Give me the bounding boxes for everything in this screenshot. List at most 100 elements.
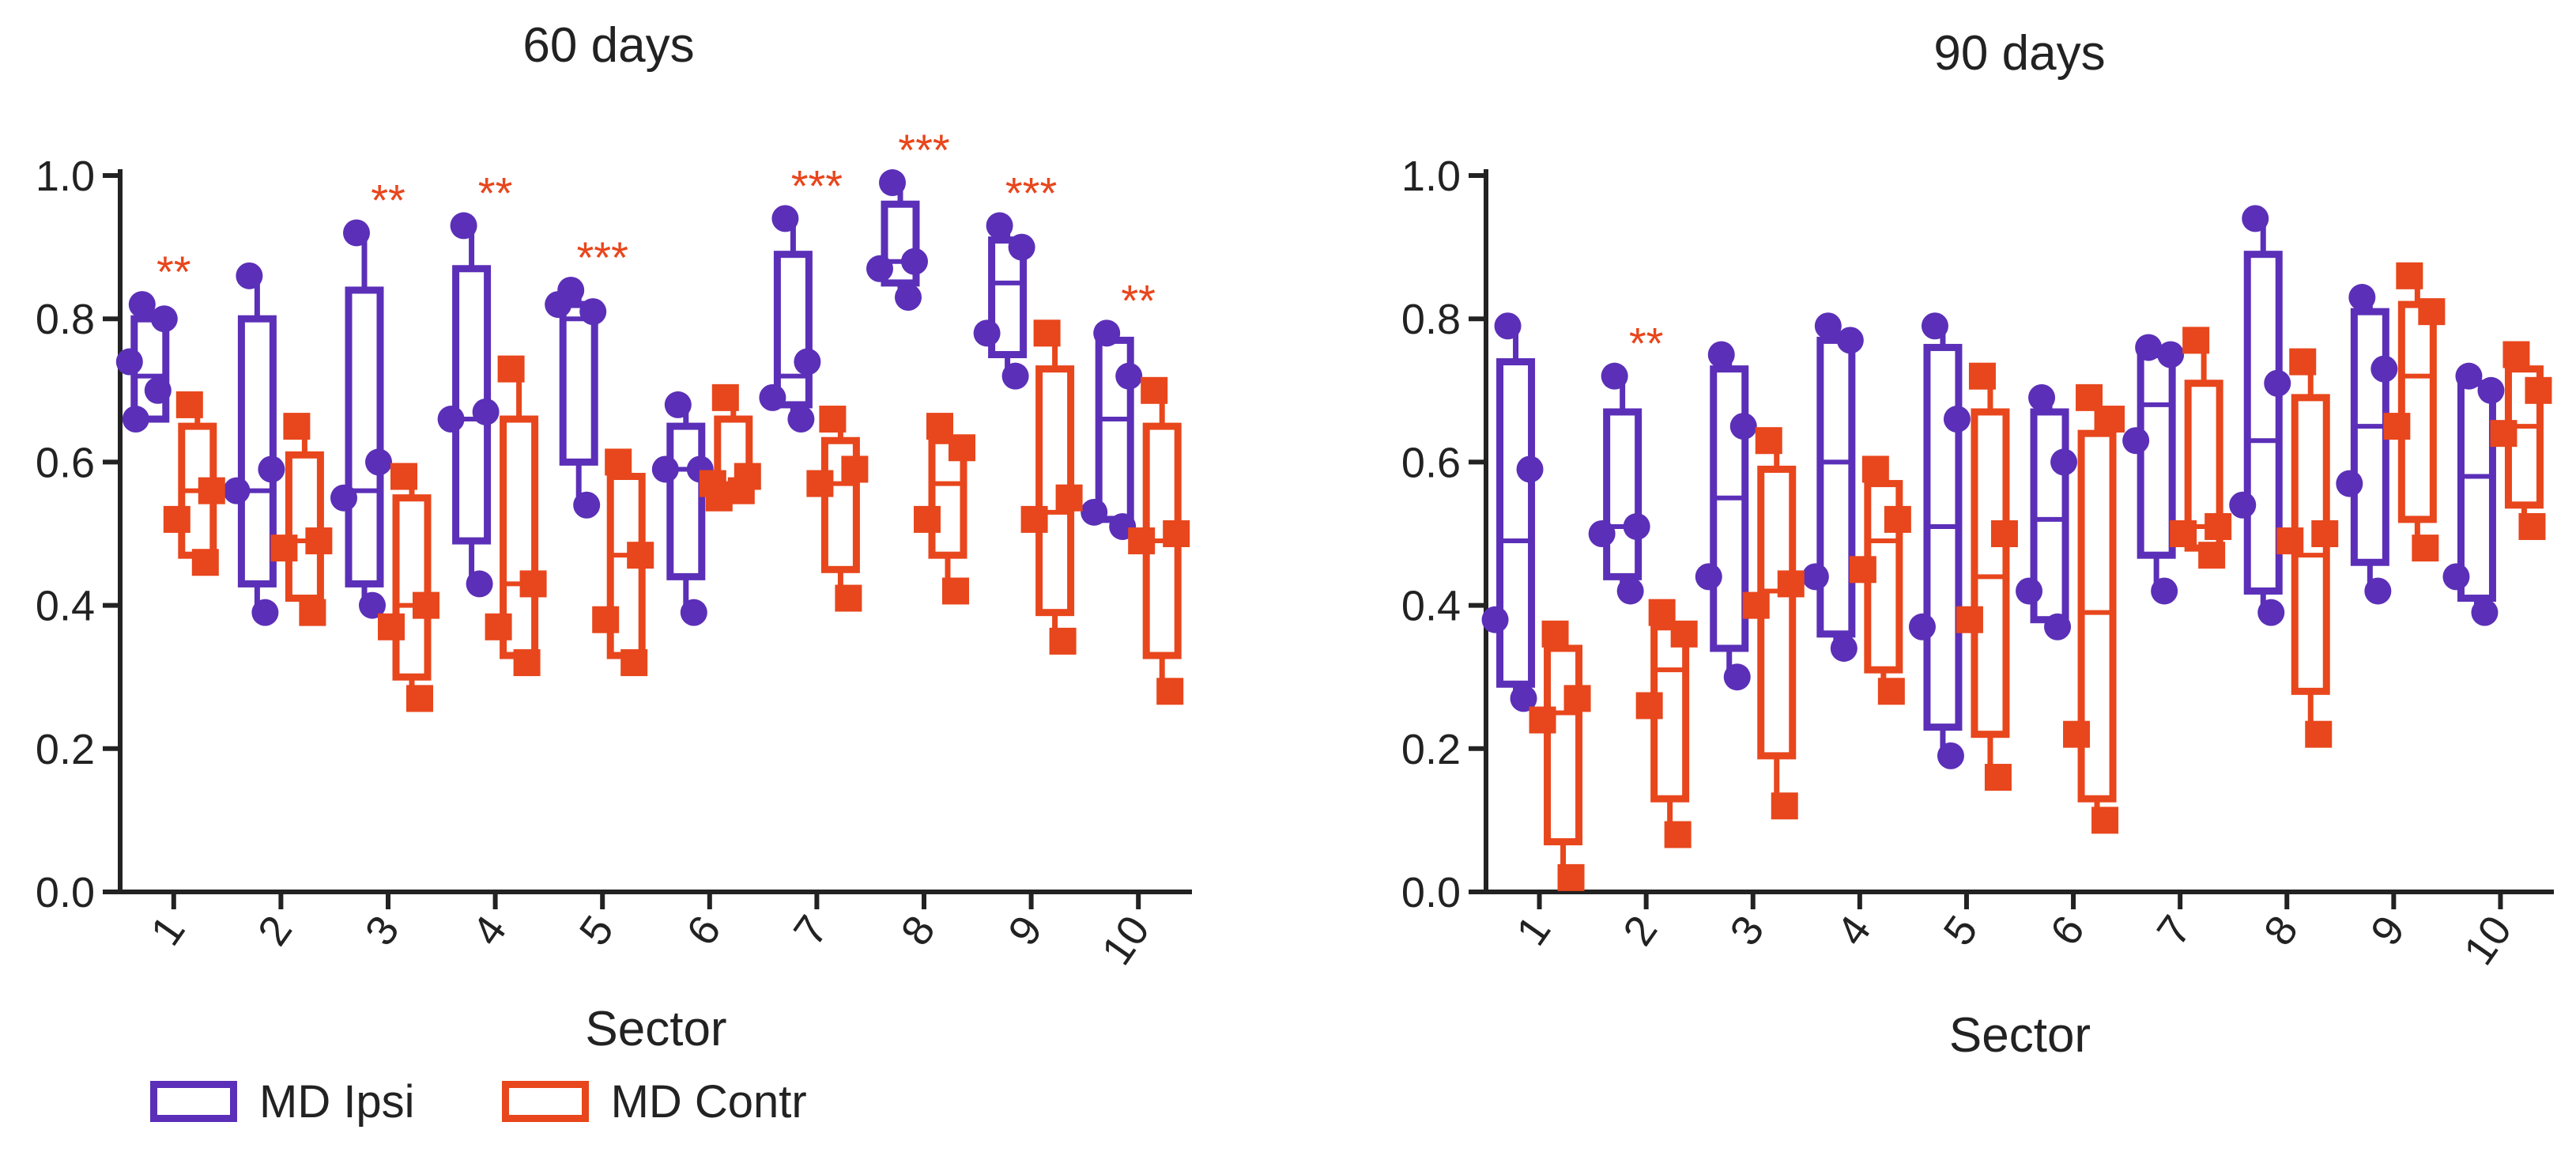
data-point (270, 535, 298, 562)
significance-label: *** (1005, 168, 1057, 217)
data-point (759, 383, 786, 411)
box-ipsi-10 (1081, 319, 1143, 540)
data-point (914, 505, 941, 533)
data-point (472, 398, 500, 425)
data-point (236, 262, 263, 289)
x-tick-label: 1 (1507, 907, 1560, 954)
data-point (2257, 599, 2285, 626)
data-point (2151, 577, 2178, 605)
data-point (1033, 319, 1061, 347)
x-tick-label: 3 (356, 907, 408, 954)
data-point (579, 298, 607, 326)
data-point (485, 613, 512, 640)
box-ipsi-4 (437, 212, 500, 598)
box-ipsi-7 (2122, 334, 2185, 605)
data-point (2135, 334, 2163, 361)
data-point (1510, 685, 1537, 712)
data-point (1156, 678, 1184, 705)
data-point (2028, 383, 2056, 411)
data-point (1093, 319, 1121, 347)
data-point (986, 212, 1013, 240)
y-tick-label: 0.8 (36, 296, 95, 343)
data-point (1635, 692, 1663, 720)
data-point (705, 484, 733, 512)
data-point (1601, 362, 1628, 390)
legend-label-ipsi: MD Ipsi (259, 1075, 415, 1128)
data-point (1494, 312, 1522, 340)
data-point (305, 527, 333, 555)
box-ipsi-5 (545, 276, 607, 519)
data-point (2289, 348, 2317, 376)
data-point (771, 205, 799, 232)
box-ipsi-1 (1481, 312, 1544, 712)
chart-panel-2: 90 days 0.0 0.2 0.4 0.6 0.8 1.0 1 2 3 4 5 6 7 8 9 10 Sect… (1401, 26, 2554, 1063)
box-ipsi-2 (1588, 362, 1650, 605)
data-point (2276, 527, 2304, 555)
data-point (1814, 312, 1842, 340)
significance-label: *** (791, 161, 843, 210)
x-tick-label: 8 (2255, 907, 2307, 954)
x-tick-label: 5 (571, 907, 623, 954)
data-point (1055, 484, 1083, 512)
data-point (122, 406, 149, 433)
box-contr-5 (1956, 362, 2018, 791)
data-point (1664, 821, 1692, 848)
data-point (1557, 863, 1585, 891)
data-point (437, 406, 465, 433)
data-point (359, 591, 386, 619)
data-point (223, 477, 251, 504)
box-contr-8 (2276, 348, 2339, 748)
box-contr-6 (2063, 383, 2125, 834)
box-contr-6 (699, 383, 761, 512)
box-contr-10 (1128, 376, 1190, 705)
data-point (115, 348, 143, 376)
data-point (2305, 720, 2333, 748)
data-point (1836, 327, 1864, 354)
box-contr-7 (2170, 327, 2232, 569)
box-contr-10 (2490, 341, 2552, 540)
data-point (545, 291, 572, 319)
data-point (1908, 613, 1936, 640)
data-point (835, 584, 862, 612)
box-rect (285, 451, 324, 603)
x-tick-label: 2 (1614, 907, 1666, 954)
data-point (680, 599, 707, 626)
box-rect (1816, 336, 1856, 638)
x-tick-label: 5 (1934, 907, 1986, 954)
y-tick-label: 0.8 (1401, 296, 1461, 343)
box-contr-4 (1849, 455, 1911, 705)
data-point (144, 376, 172, 404)
data-point (592, 606, 620, 633)
x-tick-label: 9 (999, 907, 1051, 954)
data-point (2170, 520, 2197, 547)
data-point (2364, 577, 2392, 605)
data-point (627, 542, 654, 569)
box-rect (392, 494, 432, 681)
x-axis-label: Sector (1949, 1008, 2091, 1063)
data-point (2016, 577, 2043, 605)
box-contr-9 (2383, 262, 2446, 562)
box-rect (1971, 408, 2010, 739)
data-point (841, 455, 869, 483)
data-point (1541, 620, 1569, 648)
box-ipsi-8 (2229, 205, 2291, 626)
box-ipsi-2 (223, 262, 285, 626)
data-point (1529, 706, 1556, 734)
y-tick-label: 0.2 (36, 726, 95, 773)
data-point (390, 463, 417, 490)
data-point (1481, 606, 1509, 633)
data-point (2442, 563, 2470, 591)
data-point (1588, 520, 1616, 547)
box-rect (1710, 365, 1749, 652)
x-tick-label: 10 (2455, 907, 2521, 973)
data-point (2525, 376, 2552, 404)
box-contr-4 (485, 355, 547, 677)
data-point (2336, 470, 2363, 497)
data-point (2098, 406, 2125, 433)
significance-label: *** (898, 125, 949, 175)
data-point (605, 448, 632, 476)
data-point (1115, 362, 1143, 390)
x-tick-label: 7 (785, 907, 837, 954)
legend-item-contr: MD Contr (501, 1075, 807, 1128)
data-point (1861, 455, 1889, 483)
